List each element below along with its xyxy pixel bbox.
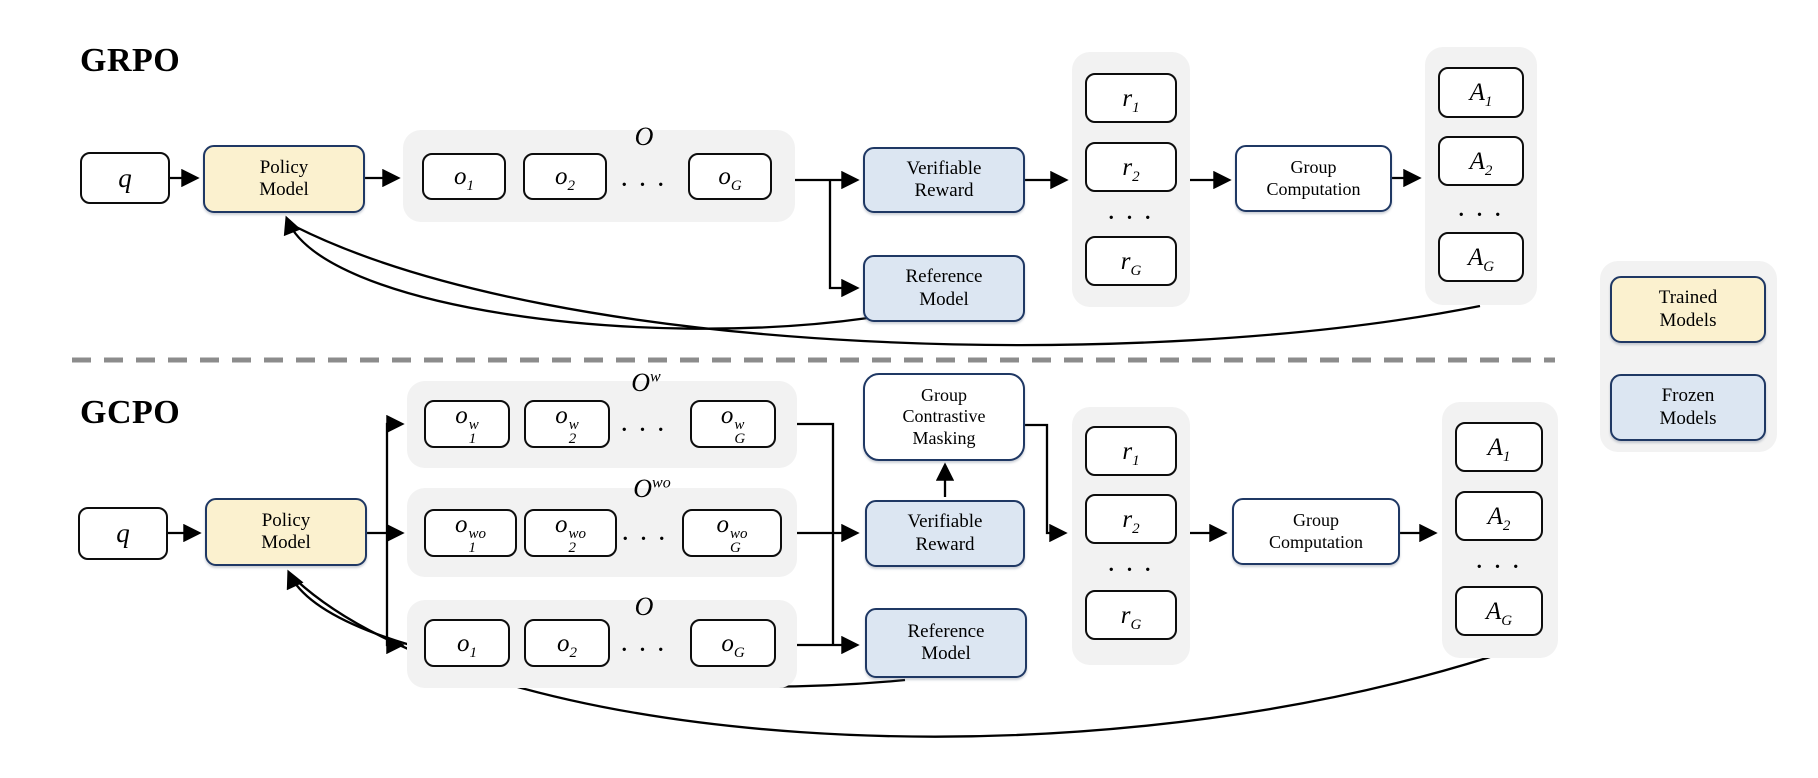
legend-frozen-models-box: Frozen Models <box>1610 374 1766 441</box>
gcpo-row2-output-2-box: o wo 2 <box>524 509 617 557</box>
gcpo-row2-ellipsis: · · · <box>621 526 669 551</box>
gcpo-row3-output-1-box: o1 <box>424 619 510 667</box>
grpo-outputs-ellipsis: · · · <box>620 172 668 197</box>
gcpo-verifiable-reward-box: Verifiable Reward <box>865 500 1025 567</box>
gcpo-query-box: q <box>78 507 168 560</box>
gcpo-group-computation-box: Group Computation <box>1232 498 1400 565</box>
grpo-policy-model-box: Policy Model <box>203 145 365 213</box>
grpo-advantage-1-box: A1 <box>1438 67 1524 118</box>
grpo-outputs-group-label: O <box>634 122 654 151</box>
gcpo-row3-ellipsis: · · · <box>620 637 668 662</box>
gcpo-row2-output-G-box: o wo G <box>682 509 782 557</box>
grpo-reference-model-label: Reference Model <box>905 266 983 310</box>
gcpo-policy-model-label: Policy Model <box>261 509 311 553</box>
grpo-section-title: GRPO <box>80 42 181 79</box>
grpo-output-G-box: oG <box>688 153 772 200</box>
grpo-feedback-reference-to-policy <box>283 215 869 330</box>
gcpo-rewards-ellipsis: · · · <box>1107 557 1155 582</box>
gcpo-reward-1-box: r1 <box>1085 426 1177 476</box>
grpo-reward-1-box: r1 <box>1085 73 1177 123</box>
grpo-query-label: q <box>118 162 132 193</box>
grpo-reward-G-box: rG <box>1085 236 1177 286</box>
gcpo-advantage-2-box: A2 <box>1455 491 1543 541</box>
gcpo-policy-model-box: Policy Model <box>205 498 367 566</box>
grpo-group-computation-box: Group Computation <box>1235 145 1392 212</box>
grpo-output-1-box: o1 <box>422 153 506 200</box>
legend-trained-models-label: Trained Models <box>1658 287 1718 331</box>
grpo-policy-model-label: Policy Model <box>259 156 309 200</box>
gcpo-row3-label: O <box>634 592 654 621</box>
gcpo-arrow-masking-to-rewards <box>1025 423 1068 543</box>
gcpo-advantages-ellipsis: · · · <box>1475 554 1523 579</box>
legend-trained-models-box: Trained Models <box>1610 276 1766 343</box>
gcpo-verifiable-reward-label: Verifiable Reward <box>907 511 983 555</box>
gcpo-arrow-policy-to-row3 <box>385 533 405 655</box>
legend-frozen-models-label: Frozen Models <box>1659 385 1717 429</box>
gcpo-advantage-G-box: AG <box>1455 586 1543 636</box>
grpo-reference-model-box: Reference Model <box>863 255 1025 322</box>
gcpo-merge-row1-vertical <box>797 422 835 645</box>
gcpo-row3-output-2-box: o2 <box>524 619 610 667</box>
grpo-group-computation-label: Group Computation <box>1266 156 1361 199</box>
grpo-verifiable-reward-label: Verifiable Reward <box>906 157 982 201</box>
gcpo-group-contrastive-masking-box: Group Contrastive Masking <box>863 373 1025 461</box>
gcpo-arrow-policy-to-row1 <box>385 414 405 533</box>
grpo-arrow-outputs-to-reference-model <box>828 180 860 298</box>
grpo-advantage-G-box: AG <box>1438 232 1524 282</box>
grpo-advantages-ellipsis: · · · <box>1457 202 1505 227</box>
gcpo-group-contrastive-masking-label: Group Contrastive Masking <box>902 384 986 448</box>
gcpo-row2-label: Owo <box>633 474 671 503</box>
grpo-advantage-2-box: A2 <box>1438 136 1524 186</box>
gcpo-row1-label: Ow <box>631 368 661 397</box>
gcpo-group-computation-label: Group Computation <box>1269 509 1363 552</box>
gcpo-reward-2-box: r2 <box>1085 494 1177 544</box>
gcpo-reference-model-box: Reference Model <box>865 608 1027 678</box>
gcpo-section-title: GCPO <box>80 394 181 431</box>
gcpo-advantage-1-box: A1 <box>1455 422 1543 472</box>
gcpo-reference-model-label: Reference Model <box>907 620 985 664</box>
grpo-rewards-ellipsis: · · · <box>1107 205 1155 230</box>
gcpo-row3-output-G-box: oG <box>690 619 776 667</box>
gcpo-reward-G-box: rG <box>1085 590 1177 640</box>
grpo-verifiable-reward-box: Verifiable Reward <box>863 147 1025 213</box>
gcpo-row2-output-1-box: o wo 1 <box>424 509 517 557</box>
grpo-reward-2-box: r2 <box>1085 142 1177 192</box>
grpo-query-box: q <box>80 152 170 204</box>
gcpo-row1-ellipsis: · · · <box>620 417 668 442</box>
gcpo-query-label: q <box>116 518 130 548</box>
grpo-output-2-box: o2 <box>523 153 607 200</box>
